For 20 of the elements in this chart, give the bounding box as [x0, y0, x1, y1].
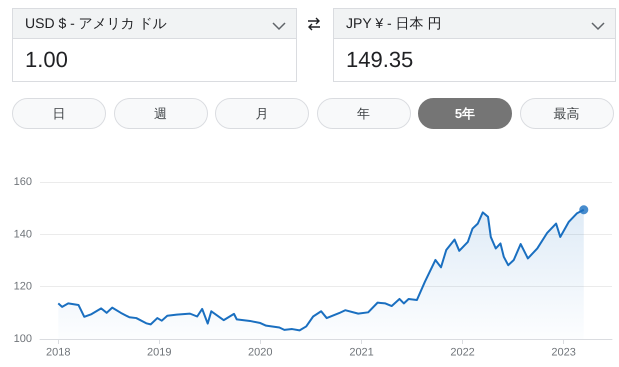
x-tick-label: 2022	[450, 346, 475, 358]
text: 最高	[520, 98, 614, 129]
text: 5年	[418, 98, 512, 129]
text: 月	[215, 98, 309, 129]
text: 日	[12, 98, 106, 129]
text: 1.00	[25, 47, 68, 73]
text: 年	[316, 98, 410, 129]
text: USD $ - アメリカ ドル	[13, 9, 296, 39]
text: JPY ¥ - 日本 円	[334, 9, 615, 39]
y-tick-label: 100	[14, 333, 32, 345]
text: 149.35	[346, 47, 414, 73]
y-tick-label: 140	[14, 228, 32, 240]
text: 週	[114, 98, 208, 129]
x-tick-label: 2023	[551, 346, 576, 358]
x-tick-label: 2019	[147, 346, 172, 358]
x-tick-label: 2020	[248, 346, 273, 358]
x-tick-label: 2021	[349, 346, 374, 358]
y-tick-label: 160	[14, 176, 32, 188]
x-tick-label: 2018	[46, 346, 71, 358]
y-tick-label: 120	[14, 280, 32, 293]
